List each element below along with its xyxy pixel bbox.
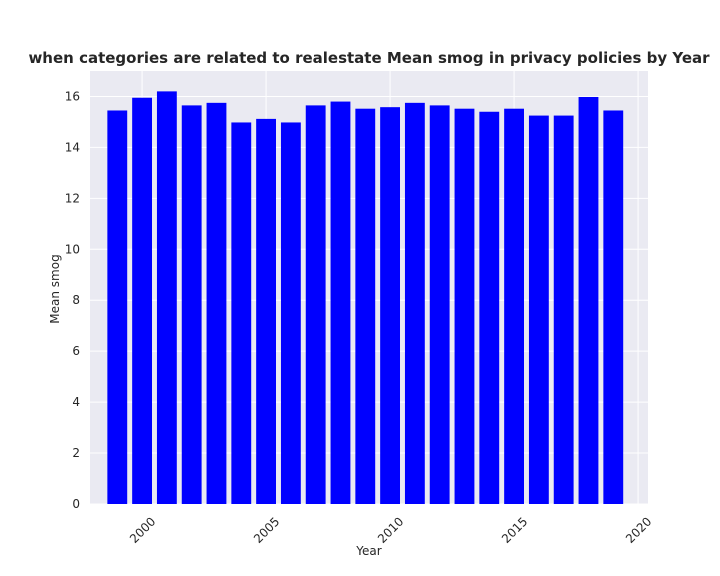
y-tick-label: 16 <box>65 89 80 103</box>
y-tick-label: 10 <box>65 242 80 256</box>
bar-2016 <box>528 115 549 504</box>
y-axis-label: Mean smog <box>48 254 62 323</box>
y-tick-label: 2 <box>72 446 80 460</box>
x-tick-label: 2005 <box>251 514 282 545</box>
bar-2012 <box>429 105 450 505</box>
y-tick-label: 12 <box>65 191 80 205</box>
x-tick-label: 2010 <box>375 514 406 545</box>
x-axis-label: Year <box>355 544 381 558</box>
chart-title: when categories are related to realestat… <box>28 49 710 67</box>
y-tick-label: 0 <box>72 497 80 511</box>
bar-2011 <box>404 102 425 505</box>
x-tick-label: 2020 <box>623 514 654 545</box>
bar-2014 <box>479 111 500 505</box>
bar-2019 <box>603 110 624 505</box>
y-tick-label: 6 <box>72 344 80 358</box>
bar-2003 <box>206 102 227 505</box>
bar-2004 <box>231 122 252 504</box>
bar-2002 <box>181 105 202 505</box>
bar-2006 <box>280 122 301 504</box>
bar-2013 <box>454 108 475 504</box>
x-tick-labels: 2000 2005 2010 2015 2020 <box>127 514 654 545</box>
y-tick-label: 4 <box>72 395 80 409</box>
bar-1999 <box>107 110 128 505</box>
x-tick-label: 2000 <box>127 514 158 545</box>
x-tick-label: 2015 <box>499 514 530 545</box>
y-tick-label: 8 <box>72 293 80 307</box>
bar-2018 <box>578 96 599 504</box>
bar-2005 <box>256 118 276 504</box>
bar-2001 <box>156 91 177 505</box>
bar-2017 <box>553 115 574 504</box>
bar-2009 <box>355 108 376 504</box>
bars <box>107 91 624 505</box>
bar-2015 <box>504 108 524 504</box>
bar-2008 <box>330 101 351 505</box>
y-tick-label: 14 <box>65 140 80 154</box>
bar-2010 <box>380 107 400 504</box>
y-tick-labels: 0 2 4 6 8 10 12 14 16 <box>65 89 80 511</box>
bar-2000 <box>132 97 152 505</box>
bar-2007 <box>305 105 326 505</box>
